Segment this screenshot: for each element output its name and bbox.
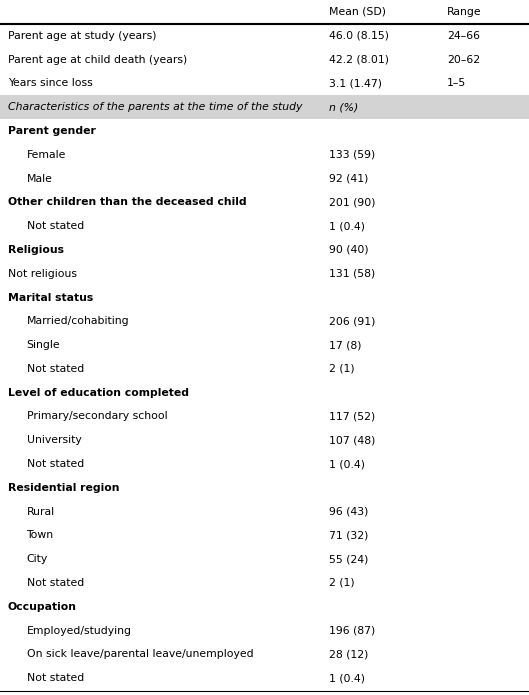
Text: Residential region: Residential region [8,483,120,493]
Text: 46.0 (8.15): 46.0 (8.15) [329,31,389,41]
Text: 206 (91): 206 (91) [329,316,376,327]
Text: 131 (58): 131 (58) [329,269,375,279]
Text: Mean (SD): Mean (SD) [329,7,386,17]
Text: 196 (87): 196 (87) [329,626,375,635]
Text: Characteristics of the parents at the time of the study: Characteristics of the parents at the ti… [8,102,303,113]
Text: 28 (12): 28 (12) [329,649,368,660]
Text: Not stated: Not stated [26,459,84,469]
Text: Not religious: Not religious [8,269,77,279]
Text: Town: Town [26,530,53,541]
Text: 71 (32): 71 (32) [329,530,368,541]
Text: 1 (0.4): 1 (0.4) [329,459,365,469]
Text: Other children than the deceased child: Other children than the deceased child [8,197,247,207]
Text: Years since loss: Years since loss [8,79,93,88]
Text: 1 (0.4): 1 (0.4) [329,673,365,683]
Text: Occupation: Occupation [8,602,77,612]
Text: Not stated: Not stated [26,221,84,231]
Text: Female: Female [26,150,66,160]
Text: University: University [26,435,81,445]
Text: 96 (43): 96 (43) [329,507,368,516]
Text: Parent age at study (years): Parent age at study (years) [8,31,157,41]
Text: Parent gender: Parent gender [8,126,96,136]
Text: 1–5: 1–5 [447,79,466,88]
Text: 201 (90): 201 (90) [329,197,376,207]
Text: 24–66: 24–66 [447,31,480,41]
Text: 117 (52): 117 (52) [329,411,375,421]
Text: 3.1 (1.47): 3.1 (1.47) [329,79,382,88]
Text: 17 (8): 17 (8) [329,340,361,350]
Text: n (%): n (%) [329,102,358,113]
Text: Rural: Rural [26,507,54,516]
Text: 55 (24): 55 (24) [329,554,368,564]
Text: 92 (41): 92 (41) [329,174,368,183]
Text: Married/cohabiting: Married/cohabiting [26,316,129,327]
Text: Marital status: Marital status [8,293,93,302]
Text: Level of education completed: Level of education completed [8,388,189,398]
Text: Range: Range [447,7,481,17]
Text: 90 (40): 90 (40) [329,245,369,255]
Text: Employed/studying: Employed/studying [26,626,132,635]
Text: 107 (48): 107 (48) [329,435,376,445]
Text: 133 (59): 133 (59) [329,150,375,160]
Text: 2 (1): 2 (1) [329,578,354,588]
Text: City: City [26,554,48,564]
Text: 42.2 (8.01): 42.2 (8.01) [329,55,389,65]
Text: Religious: Religious [8,245,64,255]
Text: Not stated: Not stated [26,673,84,683]
Text: Single: Single [26,340,60,350]
Text: Parent age at child death (years): Parent age at child death (years) [8,55,187,65]
Text: 1 (0.4): 1 (0.4) [329,221,365,231]
Bar [0,95,529,119]
Text: Not stated: Not stated [26,578,84,588]
Text: 2 (1): 2 (1) [329,364,354,374]
Text: Not stated: Not stated [26,364,84,374]
Text: Primary/secondary school: Primary/secondary school [26,411,167,421]
Text: 20–62: 20–62 [447,55,480,65]
Text: On sick leave/parental leave/unemployed: On sick leave/parental leave/unemployed [26,649,253,660]
Text: Male: Male [26,174,52,183]
